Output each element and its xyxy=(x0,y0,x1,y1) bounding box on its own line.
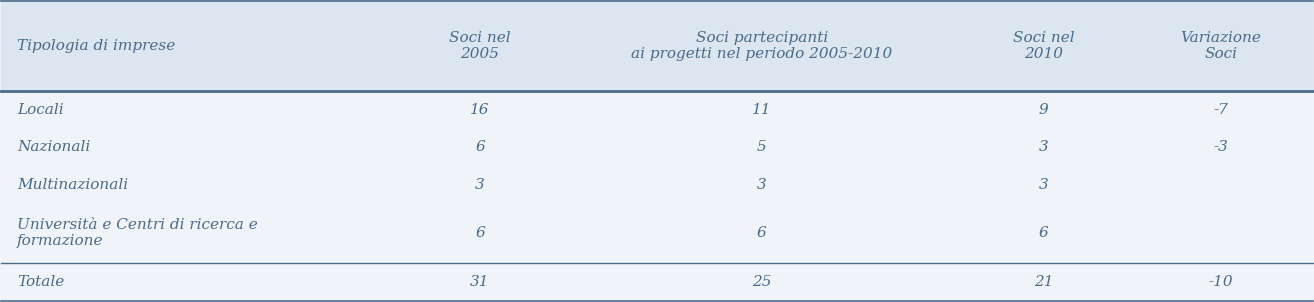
Text: Variazione
Soci: Variazione Soci xyxy=(1180,31,1261,61)
Text: 6: 6 xyxy=(1039,226,1049,240)
Text: 3: 3 xyxy=(757,178,767,192)
Text: 31: 31 xyxy=(470,275,490,289)
Text: Multinazionali: Multinazionali xyxy=(17,178,129,192)
Bar xyxy=(1,2,1313,91)
Text: 16: 16 xyxy=(470,103,490,117)
Text: 6: 6 xyxy=(757,226,767,240)
Text: 6: 6 xyxy=(476,226,485,240)
Text: 3: 3 xyxy=(1039,178,1049,192)
Text: 6: 6 xyxy=(476,140,485,154)
Text: -3: -3 xyxy=(1213,140,1229,154)
Text: Soci nel
2005: Soci nel 2005 xyxy=(449,31,511,61)
Text: 3: 3 xyxy=(1039,140,1049,154)
Text: 25: 25 xyxy=(752,275,771,289)
Text: Università e Centri di ricerca e
formazione: Università e Centri di ricerca e formazi… xyxy=(17,218,258,248)
Text: 21: 21 xyxy=(1034,275,1054,289)
Text: -10: -10 xyxy=(1209,275,1233,289)
Text: 9: 9 xyxy=(1039,103,1049,117)
Text: Tipologia di imprese: Tipologia di imprese xyxy=(17,39,175,53)
Text: Soci partecipanti
ai progetti nel periodo 2005-2010: Soci partecipanti ai progetti nel period… xyxy=(631,31,892,61)
Text: 3: 3 xyxy=(476,178,485,192)
Bar xyxy=(1,91,1313,300)
Text: Totale: Totale xyxy=(17,275,64,289)
Text: Soci nel
2010: Soci nel 2010 xyxy=(1013,31,1075,61)
Text: Nazionali: Nazionali xyxy=(17,140,91,154)
Text: 11: 11 xyxy=(752,103,771,117)
Text: 5: 5 xyxy=(757,140,767,154)
Text: -7: -7 xyxy=(1213,103,1229,117)
Text: Locali: Locali xyxy=(17,103,64,117)
